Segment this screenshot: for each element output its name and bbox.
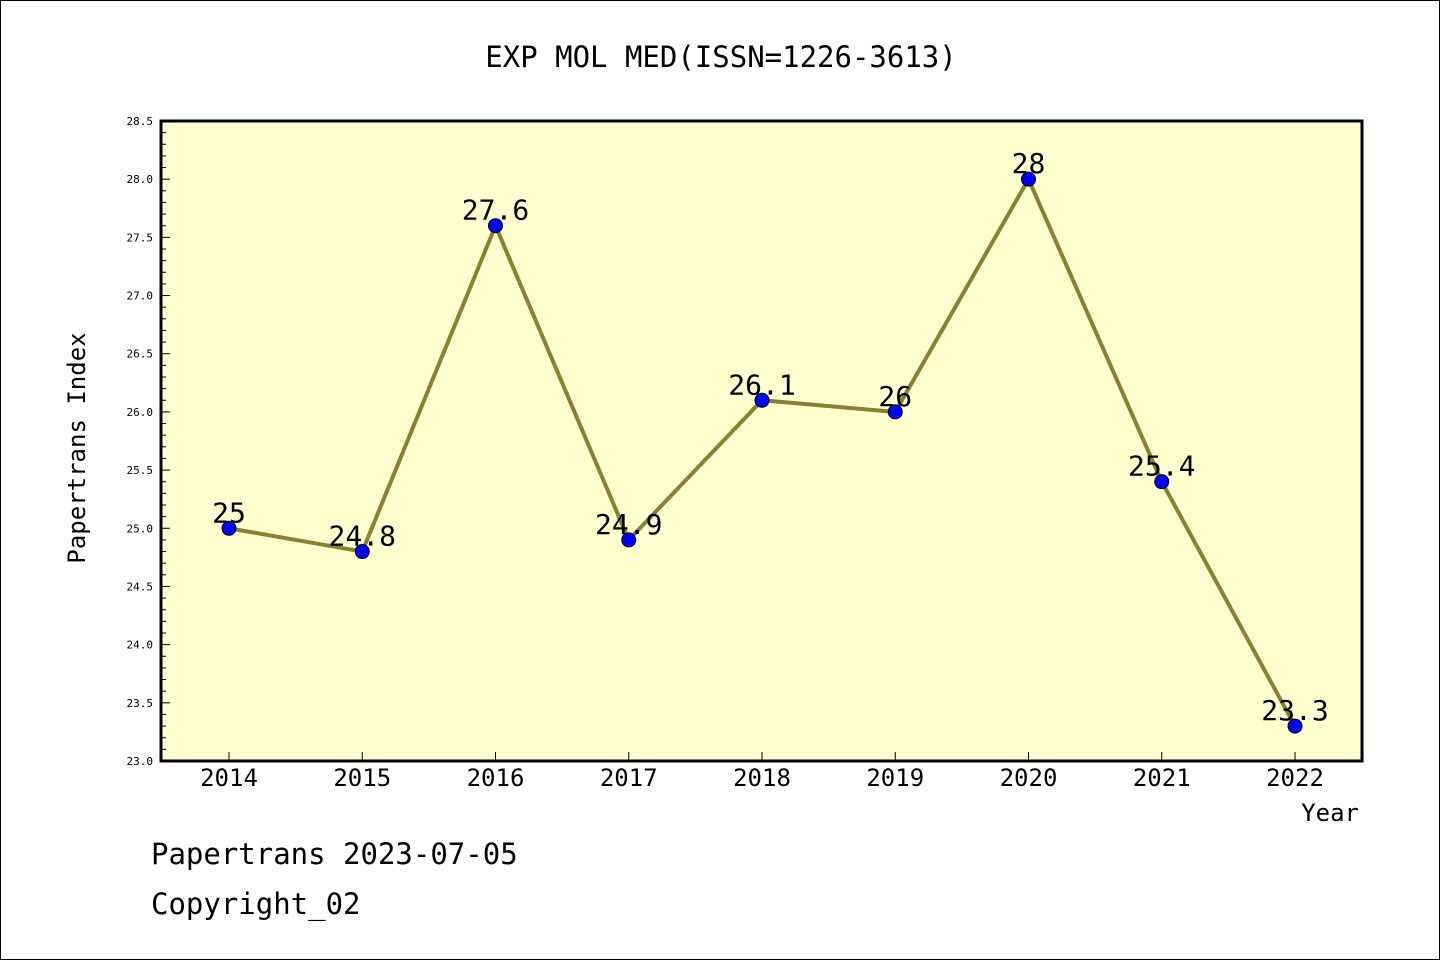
data-point: [1021, 171, 1036, 187]
footer-date: Papertrans 2023-07-05: [151, 837, 518, 871]
y-tick-label: 27.0: [127, 290, 154, 303]
x-tick-label: 2018: [733, 764, 791, 792]
data-point: [754, 392, 770, 408]
y-tick-label: 28.5: [127, 115, 154, 128]
x-tick-label: 2017: [600, 764, 658, 792]
data-label: 25: [212, 496, 246, 529]
y-tick-label: 26.5: [127, 348, 154, 361]
y-tick-label: 24.5: [127, 580, 154, 593]
data-labels: 25 24.8 27.6 24.9 26.1 26 28 25.4 23.3: [212, 147, 1329, 727]
y-tick-label: 23.0: [127, 755, 154, 768]
x-tick-label: 2014: [200, 764, 258, 792]
data-point: [1287, 718, 1303, 734]
x-tick-label: 2019: [866, 764, 924, 792]
footer-copyright: Copyright_02: [151, 887, 361, 921]
x-tick-label: 2022: [1266, 764, 1324, 792]
data-label: 25.4: [1128, 450, 1195, 483]
data-point: [488, 218, 503, 234]
y-tick-label: 23.5: [127, 697, 154, 710]
x-tick-label: 2020: [1000, 764, 1058, 792]
y-tick-label: 25.5: [127, 464, 154, 477]
x-axis-label: Year: [1301, 799, 1359, 827]
data-point: [354, 544, 370, 560]
series-markers: [221, 171, 1303, 734]
chart-title: EXP MOL MED(ISSN=1226-3613): [485, 40, 956, 74]
data-label: 28: [1012, 147, 1046, 180]
data-point: [621, 532, 637, 548]
y-tick-label: 25.0: [127, 522, 154, 535]
x-tick-label: 2015: [333, 764, 391, 792]
data-label: 23.3: [1261, 694, 1328, 727]
x-tick-label: 2021: [1133, 764, 1191, 792]
x-tick-label: 2016: [467, 764, 525, 792]
x-axis: 2014 2015 2016 2017 2018 2019 2020 2021 2022: [200, 752, 1324, 792]
y-tick-label: 27.5: [127, 231, 154, 244]
y-axis-label: Papertrans Index: [63, 332, 91, 563]
data-label: 24.9: [595, 508, 662, 541]
data-point: [887, 404, 903, 420]
data-label: 27.6: [462, 194, 529, 227]
data-label: 26: [878, 380, 912, 413]
data-label: 24.8: [329, 520, 396, 553]
plot-area: [161, 121, 1362, 761]
y-tick-label: 24.0: [127, 639, 154, 652]
plot-border: [159, 119, 1364, 763]
data-point: [221, 520, 237, 536]
data-point: [1154, 474, 1170, 490]
y-tick-label: 26.0: [127, 406, 154, 419]
data-label: 26.1: [728, 368, 795, 401]
y-tick-label: 28.0: [127, 173, 154, 186]
